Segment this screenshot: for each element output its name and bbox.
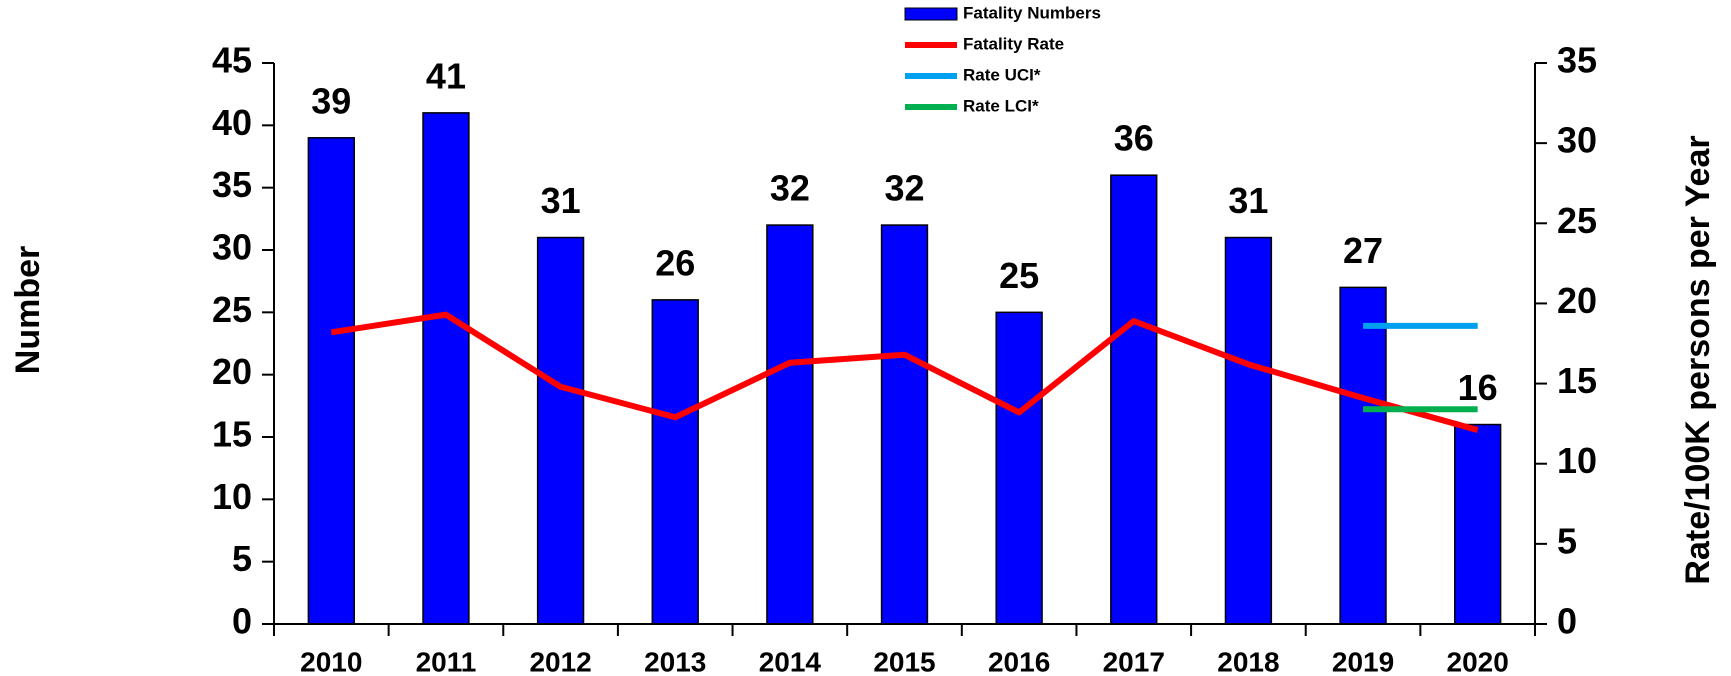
bar: [422, 112, 470, 625]
y2-tick-label: 20: [1557, 280, 1597, 321]
y-tick-label: 20: [212, 351, 252, 392]
bar: [1224, 236, 1273, 625]
y2-tick-label: 15: [1557, 360, 1597, 401]
value-label: 36: [1114, 118, 1154, 159]
bar: [880, 224, 929, 625]
y2-tick-label: 25: [1557, 200, 1597, 241]
y2-tick-label: 30: [1557, 120, 1597, 161]
legend-label: Fatality Rate: [963, 34, 1064, 53]
line-series: [330, 311, 1479, 433]
y-tick-label: 35: [212, 164, 252, 205]
legend-label: Rate LCI*: [963, 96, 1039, 115]
x-tick-label: 2015: [873, 646, 935, 676]
x-tick-label: 2018: [1217, 646, 1279, 676]
value-label: 41: [426, 55, 466, 96]
value-label: 16: [1458, 367, 1498, 408]
y-tick-label: 30: [212, 227, 252, 268]
bar: [536, 236, 585, 625]
bar: [307, 137, 355, 625]
bar: [995, 311, 1043, 625]
y2-axis-title: Rate/100K persons per Year: [1679, 135, 1717, 584]
y2-tick-label: 35: [1557, 40, 1597, 81]
value-label: 32: [770, 168, 810, 209]
value-label: 26: [655, 242, 695, 283]
y-tick-label: 25: [212, 289, 252, 330]
x-tick-label: 2011: [416, 646, 477, 676]
x-tick-label: 2019: [1332, 646, 1394, 676]
bar: [651, 299, 699, 625]
legend-swatch: [904, 7, 958, 21]
x-tick-label: 2014: [759, 646, 822, 676]
value-label: 32: [884, 168, 924, 209]
bar: [1339, 286, 1387, 625]
y-tick-label: 10: [212, 476, 252, 517]
value-label: 25: [999, 255, 1039, 296]
y-tick-label: 0: [232, 601, 252, 642]
x-tick-label: 2010: [300, 646, 362, 676]
value-label: 31: [541, 180, 581, 221]
bar: [1110, 174, 1158, 625]
y2-tick-label: 0: [1557, 601, 1577, 642]
y-tick-label: 15: [212, 414, 252, 455]
legend-label: Fatality Numbers: [963, 3, 1101, 22]
x-tick-label: 2020: [1447, 646, 1509, 676]
bar: [766, 224, 814, 625]
y2-tick-label: 5: [1557, 520, 1577, 561]
x-tick-label: 2013: [644, 646, 706, 676]
y-axis-title: Number: [9, 246, 47, 374]
value-label: 27: [1343, 230, 1383, 271]
bar: [1454, 423, 1502, 625]
value-label: 31: [1228, 180, 1268, 221]
value-label: 39: [311, 80, 351, 121]
y2-tick-label: 10: [1557, 440, 1597, 481]
legend-label: Rate UCI*: [963, 65, 1041, 84]
x-tick-label: 2017: [1103, 646, 1165, 676]
x-tick-label: 2016: [988, 646, 1050, 676]
y-tick-label: 40: [212, 102, 252, 143]
y-tick-label: 5: [232, 538, 252, 579]
y-tick-label: 45: [212, 40, 252, 81]
x-tick-label: 2012: [529, 646, 591, 676]
